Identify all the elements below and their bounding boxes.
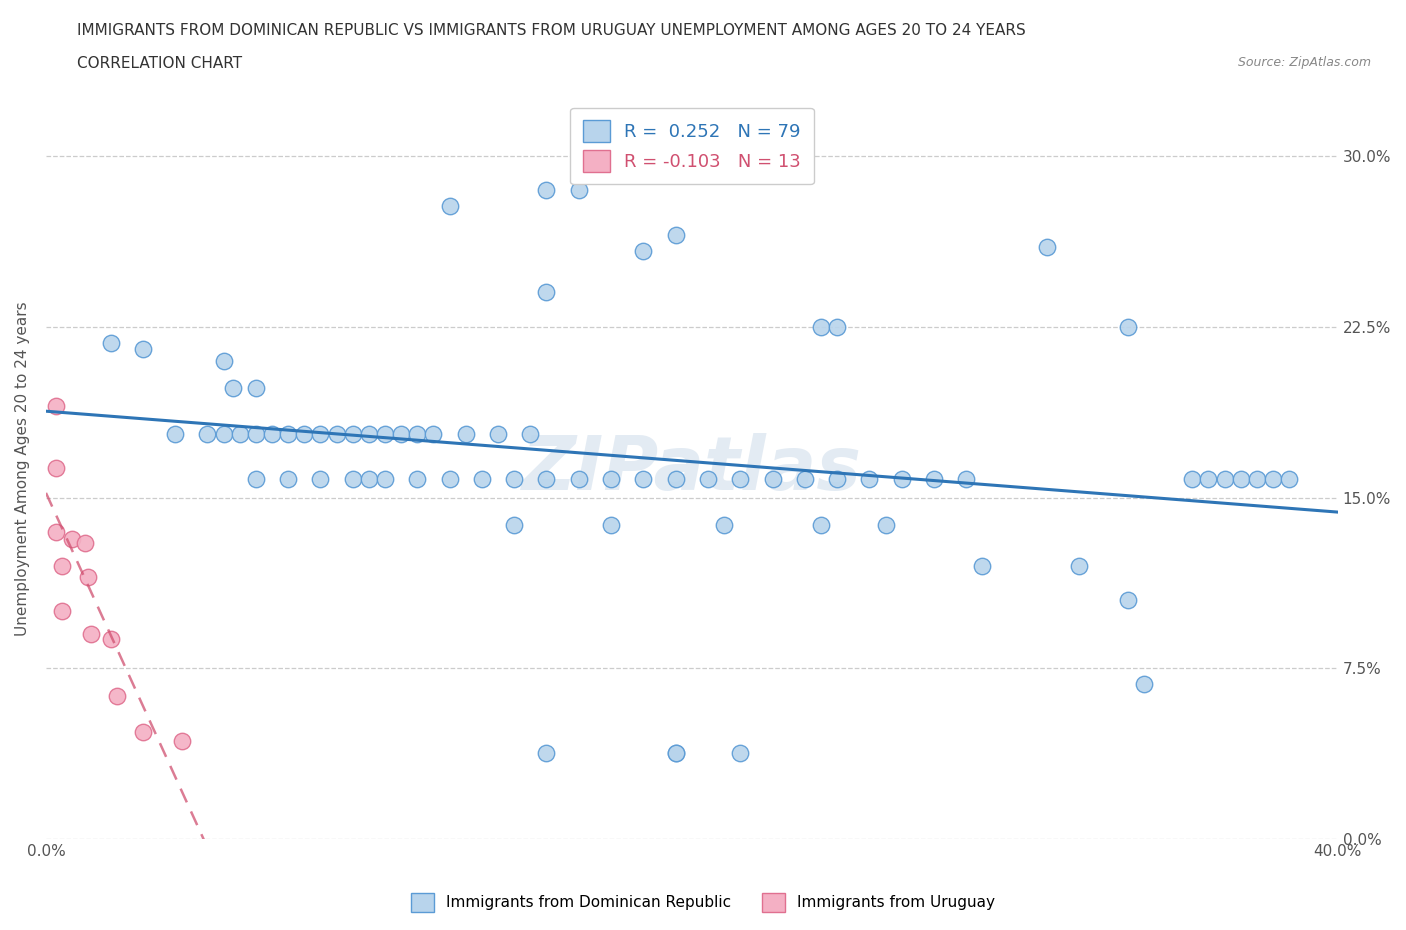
Point [245,380,267,395]
Point [665,472,688,486]
Point [922,472,945,486]
Point [212,353,235,368]
Point [713,517,735,532]
Point [536,745,558,760]
Point [357,472,380,486]
Point [165,426,187,441]
Point [972,558,994,573]
Point [503,472,526,486]
Point [503,517,526,532]
Point [1261,472,1284,486]
Point [1036,239,1059,254]
Point [471,472,494,486]
Legend: R =  0.252   N = 79, R = -0.103   N = 13: R = 0.252 N = 79, R = -0.103 N = 13 [569,108,814,184]
Text: ZIPatlas: ZIPatlas [522,432,862,506]
Point [222,380,245,395]
Point [277,472,299,486]
Point [486,426,509,441]
Point [665,228,688,243]
Point [45,525,67,539]
Point [1116,592,1139,607]
Point [858,472,880,486]
Point [568,472,591,486]
Point [1213,472,1236,486]
Point [51,558,73,573]
Point [793,472,815,486]
Text: Source: ZipAtlas.com: Source: ZipAtlas.com [1237,56,1371,69]
Point [80,627,103,642]
Point [454,426,477,441]
Point [1181,472,1204,486]
Point [325,426,347,441]
Point [406,426,429,441]
Point [422,426,444,441]
Point [1229,472,1251,486]
Point [536,285,558,299]
Point [536,472,558,486]
Point [77,570,100,585]
Point [132,342,155,357]
Y-axis label: Unemployment Among Ages 20 to 24 years: Unemployment Among Ages 20 to 24 years [15,301,30,636]
Point [1133,677,1156,692]
Point [536,182,558,197]
Point [132,724,155,739]
Legend: Immigrants from Dominican Republic, Immigrants from Uruguay: Immigrants from Dominican Republic, Immi… [405,887,1001,918]
Text: IMMIGRANTS FROM DOMINICAN REPUBLIC VS IMMIGRANTS FROM URUGUAY UNEMPLOYMENT AMONG: IMMIGRANTS FROM DOMINICAN REPUBLIC VS IM… [77,23,1026,38]
Point [342,426,364,441]
Point [1069,558,1091,573]
Point [600,517,623,532]
Point [697,472,720,486]
Point [45,399,67,414]
Point [73,536,96,551]
Point [309,472,332,486]
Point [228,426,250,441]
Point [665,745,688,760]
Point [439,472,461,486]
Point [761,472,783,486]
Point [825,472,848,486]
Point [810,319,832,334]
Text: CORRELATION CHART: CORRELATION CHART [77,56,242,71]
Point [389,426,412,441]
Point [875,517,897,532]
Point [728,472,751,486]
Point [374,472,396,486]
Point [51,604,73,618]
Point [309,426,332,441]
Point [665,745,688,760]
Point [1278,472,1301,486]
Point [600,472,623,486]
Point [245,426,267,441]
Point [728,745,751,760]
Point [519,426,541,441]
Point [406,472,429,486]
Point [342,472,364,486]
Point [1246,472,1268,486]
Point [1198,472,1220,486]
Point [1116,319,1139,334]
Point [212,426,235,441]
Point [568,182,591,197]
Point [292,426,315,441]
Point [60,531,83,546]
Point [245,472,267,486]
Point [105,688,128,703]
Point [633,472,655,486]
Point [955,472,977,486]
Point [890,472,912,486]
Point [45,460,67,475]
Point [357,426,380,441]
Point [277,426,299,441]
Point [170,734,193,749]
Point [374,426,396,441]
Point [633,244,655,259]
Point [100,335,122,350]
Point [810,517,832,532]
Point [197,426,219,441]
Point [100,631,122,646]
Point [439,198,461,213]
Point [825,319,848,334]
Point [260,426,283,441]
